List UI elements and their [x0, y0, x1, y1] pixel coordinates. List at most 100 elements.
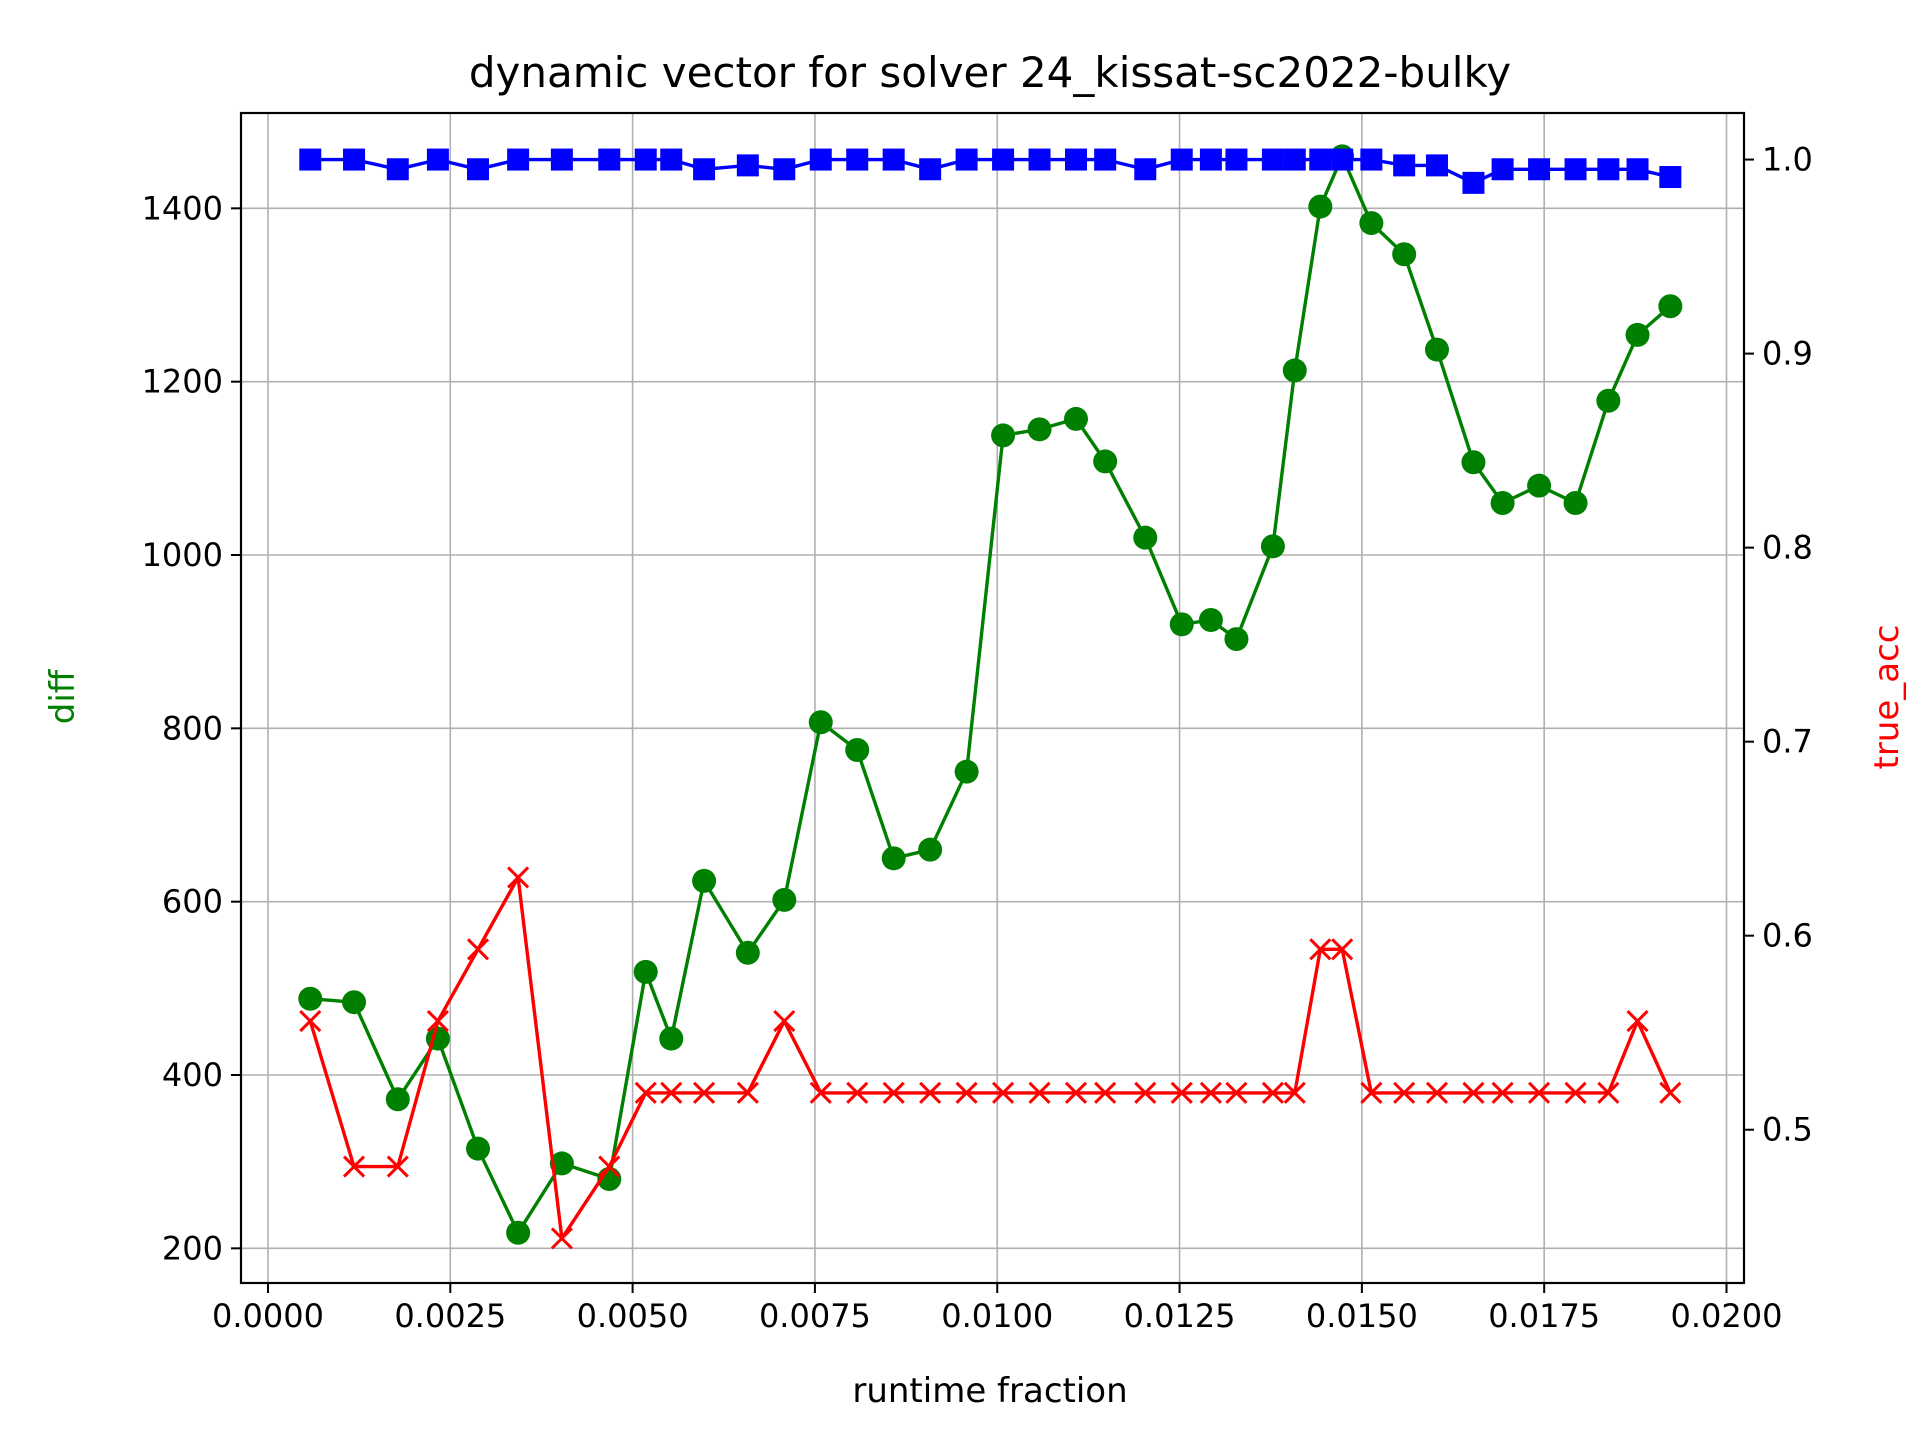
x-tick-label: 0.0000 — [212, 1297, 324, 1335]
data-point — [659, 1026, 684, 1051]
data-point — [954, 759, 979, 784]
y-right-tick-label: 1.0 — [1762, 141, 1813, 179]
data-point — [386, 158, 409, 181]
data-point — [1309, 938, 1332, 961]
x-tick-label: 0.0025 — [394, 1297, 506, 1335]
data-point — [881, 846, 906, 871]
data-point — [386, 1155, 409, 1178]
data-point — [1625, 322, 1650, 347]
data-point — [1597, 1081, 1620, 1104]
y-left-tick-label: 1200 — [142, 363, 223, 401]
data-point — [919, 158, 942, 181]
data-point — [507, 148, 530, 171]
x-tick-label: 0.0075 — [759, 1297, 871, 1335]
data-point — [1309, 148, 1332, 171]
data-point — [1563, 491, 1588, 515]
grid — [241, 113, 1744, 1283]
data-point — [1659, 1081, 1682, 1104]
data-point — [633, 959, 658, 984]
data-point — [1528, 1081, 1551, 1104]
data-point — [1308, 194, 1333, 219]
data-point — [1659, 166, 1682, 189]
y-right-tick-label: 0.5 — [1762, 1111, 1813, 1149]
data-point — [992, 1081, 1015, 1104]
data-point — [846, 1081, 869, 1104]
data-point — [736, 154, 759, 177]
data-point — [342, 1155, 366, 1178]
data-point — [1094, 1081, 1117, 1104]
data-point — [808, 710, 833, 735]
data-point — [549, 1151, 574, 1176]
data-point — [1261, 148, 1284, 171]
data-point — [385, 1087, 410, 1112]
plot-frame — [239, 111, 1746, 1285]
data-point — [1359, 211, 1384, 236]
series-line — [310, 154, 1672, 1235]
series-line — [308, 875, 1672, 1241]
data-point — [1597, 158, 1620, 181]
y-left-tick-label: 400 — [162, 1056, 223, 1094]
data-point — [1462, 171, 1485, 194]
y-left-tick-label: 600 — [162, 883, 223, 921]
data-point — [598, 1155, 621, 1178]
data-point — [1392, 242, 1417, 267]
data-point — [1094, 148, 1117, 171]
x-tick-label: 0.0100 — [941, 1297, 1053, 1335]
data-point — [1564, 158, 1587, 181]
data-point — [1360, 1081, 1383, 1104]
data-point — [1170, 1081, 1193, 1104]
data-point — [660, 148, 683, 171]
data-point — [1360, 148, 1383, 171]
data-point — [1596, 388, 1621, 413]
data-point — [343, 148, 366, 171]
data-point — [1331, 148, 1354, 171]
data-point — [634, 148, 657, 171]
data-point — [1461, 450, 1486, 475]
data-point — [773, 1009, 796, 1033]
data-point — [1658, 294, 1683, 319]
data-point — [1027, 417, 1052, 442]
data-point — [809, 148, 832, 171]
data-point — [507, 866, 530, 889]
y-axis-label-right: true_acc — [1867, 625, 1907, 770]
data-point — [1170, 148, 1193, 171]
data-point — [955, 1081, 978, 1104]
data-point — [1462, 1081, 1485, 1104]
data-point — [918, 837, 943, 862]
data-point — [1028, 1081, 1051, 1104]
data-point — [845, 738, 870, 762]
data-point — [1424, 337, 1449, 362]
data-point — [1064, 1081, 1088, 1104]
data-point — [919, 1081, 942, 1104]
data-point — [1331, 938, 1354, 961]
data-point — [426, 1009, 449, 1033]
data-point — [772, 887, 797, 912]
data-point — [1490, 491, 1515, 515]
data-point — [298, 986, 323, 1011]
x-tick-label: 0.0200 — [1671, 1297, 1783, 1335]
data-point — [1199, 1081, 1222, 1104]
series-line — [310, 157, 1671, 185]
data-point — [466, 1136, 491, 1161]
data-point — [550, 148, 573, 171]
data-point — [1199, 148, 1222, 171]
data-point — [1028, 148, 1051, 171]
data-point — [1134, 1081, 1157, 1104]
y-left-tick-label: 200 — [162, 1229, 223, 1267]
y-left-tick-label: 800 — [162, 709, 223, 747]
data-point — [1425, 154, 1448, 177]
series-2 — [299, 148, 1682, 194]
series-1 — [299, 866, 1682, 1250]
data-point — [1225, 148, 1248, 171]
data-point — [882, 1081, 905, 1104]
y-right-tick-label: 0.8 — [1762, 529, 1813, 567]
x-tick-label: 0.0175 — [1488, 1297, 1600, 1335]
data-point — [1134, 158, 1157, 181]
data-point — [299, 148, 322, 171]
data-point — [1626, 158, 1649, 181]
data-point — [1064, 406, 1088, 431]
data-point — [1169, 612, 1194, 637]
data-point — [1065, 148, 1087, 171]
data-point — [1224, 627, 1249, 652]
